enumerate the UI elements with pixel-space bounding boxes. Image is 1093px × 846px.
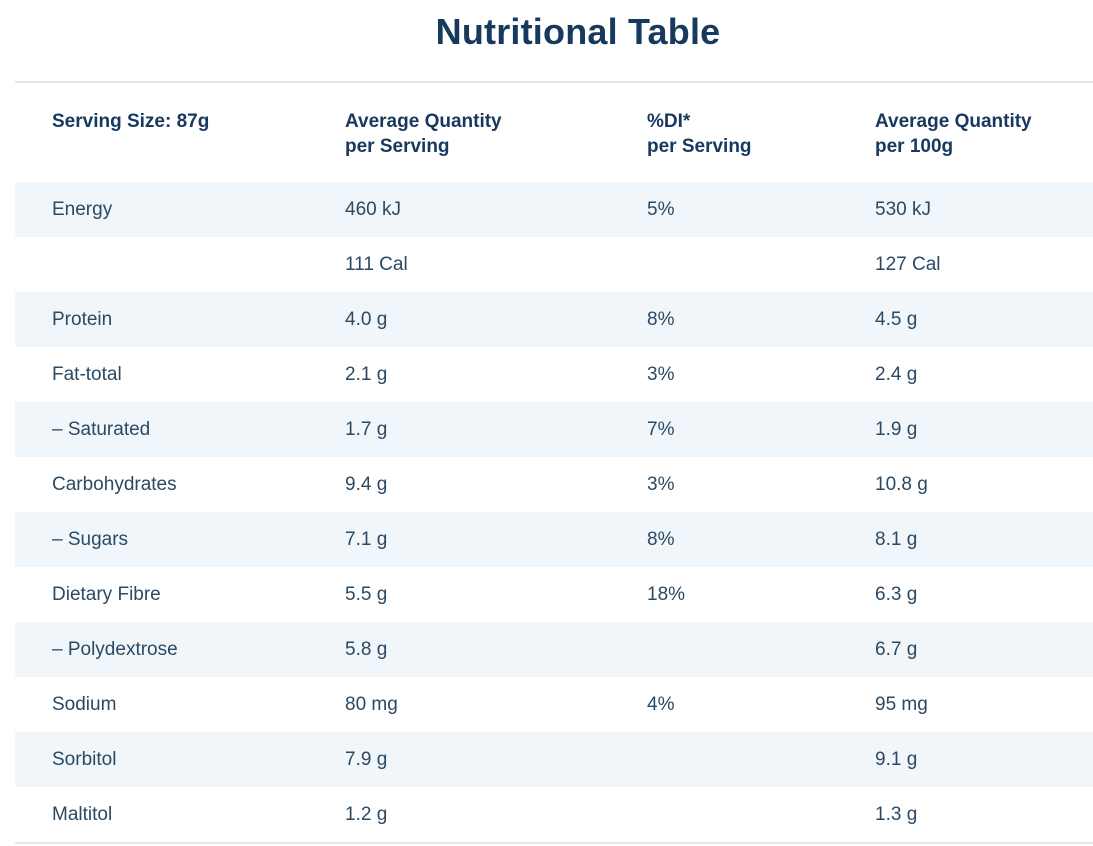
table-row: Carbohydrates 9.4 g 3% 10.8 g (15, 457, 1093, 512)
per-serving-value-cell: 1.7 g (345, 418, 388, 440)
page-title: Nutritional Table (435, 11, 721, 52)
avg-qty-per-serving-header-line2: per Serving (345, 136, 450, 157)
di-percent-value-cell: 8% (647, 308, 675, 330)
table-header: Serving Size: 87g Average Quantity per S… (15, 81, 1093, 182)
table-row: Maltitol 1.2 g 1.3 g (15, 787, 1093, 842)
per-100g-value-cell: 1.9 g (875, 418, 918, 440)
per-serving-value-cell: 111 Cal (345, 253, 408, 275)
table-row: Dietary Fibre 5.5 g 18% 6.3 g (15, 567, 1093, 622)
table-row: – Sugars 7.1 g 8% 8.1 g (15, 512, 1093, 567)
table-row: Energy 460 kJ 5% 530 kJ (15, 182, 1093, 237)
nutrient-name-cell: Dietary Fibre (52, 583, 161, 605)
per-100g-value-cell: 4.5 g (875, 308, 918, 330)
di-per-serving-header-line2: per Serving (647, 136, 752, 157)
di-percent-value-cell: 5% (647, 198, 675, 220)
avg-qty-per-100g-header-line2: per 100g (875, 136, 954, 157)
per-100g-value-cell: 9.1 g (875, 748, 918, 770)
di-percent-value-cell: 18% (647, 583, 686, 605)
avg-qty-per-100g-header-line1: Average Quantity (875, 111, 1032, 132)
per-100g-value-cell: 127 Cal (875, 253, 941, 275)
nutrition-page: Nutritional Table Serving Size: 87g Aver… (15, 0, 1093, 844)
nutrient-name-cell: Maltitol (52, 803, 113, 825)
table-row: – Saturated 1.7 g 7% 1.9 g (15, 402, 1093, 457)
table-row: – Polydextrose 5.8 g 6.7 g (15, 622, 1093, 677)
table-row: Fat-total 2.1 g 3% 2.4 g (15, 347, 1093, 402)
di-percent-value-cell: 8% (647, 528, 675, 550)
nutrient-name-cell: – Saturated (52, 418, 151, 440)
per-100g-value-cell: 95 mg (875, 693, 928, 715)
di-percent-value-cell: 7% (647, 418, 675, 440)
per-serving-value-cell: 1.2 g (345, 803, 388, 825)
nutrient-name-cell: Sorbitol (52, 748, 117, 770)
nutrient-name-cell: – Sugars (52, 528, 129, 550)
nutrient-name-cell: Energy (52, 198, 113, 220)
per-serving-value-cell: 460 kJ (345, 198, 401, 220)
nutrient-name-cell: – Polydextrose (52, 638, 178, 660)
avg-qty-per-serving-header: Average Quantity per Serving (345, 109, 647, 182)
serving-size-header: Serving Size: 87g (52, 109, 345, 182)
nutrient-name-cell: Fat-total (52, 363, 122, 385)
di-percent-value-cell: 4% (647, 693, 675, 715)
per-serving-value-cell: 5.5 g (345, 583, 388, 605)
per-100g-value-cell: 1.3 g (875, 803, 918, 825)
table-row: Sodium 80 mg 4% 95 mg (15, 677, 1093, 732)
di-per-serving-header-line1: %DI* (647, 111, 691, 132)
per-serving-value-cell: 5.8 g (345, 638, 388, 660)
per-serving-value-cell: 2.1 g (345, 363, 388, 385)
per-100g-value-cell: 10.8 g (875, 473, 928, 495)
per-100g-value-cell: 6.7 g (875, 638, 918, 660)
avg-qty-per-serving-header-line1: Average Quantity (345, 111, 502, 132)
per-100g-value-cell: 8.1 g (875, 528, 918, 550)
di-percent-value-cell: 3% (647, 363, 675, 385)
table-body: Energy 460 kJ 5% 530 kJ 111 Cal 127 Cal Protei… (15, 182, 1093, 844)
per-serving-value-cell: 9.4 g (345, 473, 388, 495)
table-row: Sorbitol 7.9 g 9.1 g (15, 732, 1093, 787)
per-serving-value-cell: 80 mg (345, 693, 398, 715)
serving-size-header-label: Serving Size: 87g (52, 111, 210, 132)
per-serving-value-cell: 4.0 g (345, 308, 388, 330)
nutrient-name-cell: Sodium (52, 693, 117, 715)
di-per-serving-header: %DI* per Serving (647, 109, 875, 182)
per-100g-value-cell: 6.3 g (875, 583, 918, 605)
table-row: Protein 4.0 g 8% 4.5 g (15, 292, 1093, 347)
per-100g-value-cell: 530 kJ (875, 198, 931, 220)
nutrient-name-cell: Carbohydrates (52, 473, 177, 495)
avg-qty-per-100g-header: Average Quantity per 100g (875, 109, 1093, 182)
di-percent-value-cell: 3% (647, 473, 675, 495)
nutrient-name-cell: Protein (52, 308, 113, 330)
per-100g-value-cell: 2.4 g (875, 363, 918, 385)
per-serving-value-cell: 7.9 g (345, 748, 388, 770)
table-row: 111 Cal 127 Cal (15, 237, 1093, 292)
per-serving-value-cell: 7.1 g (345, 528, 388, 550)
